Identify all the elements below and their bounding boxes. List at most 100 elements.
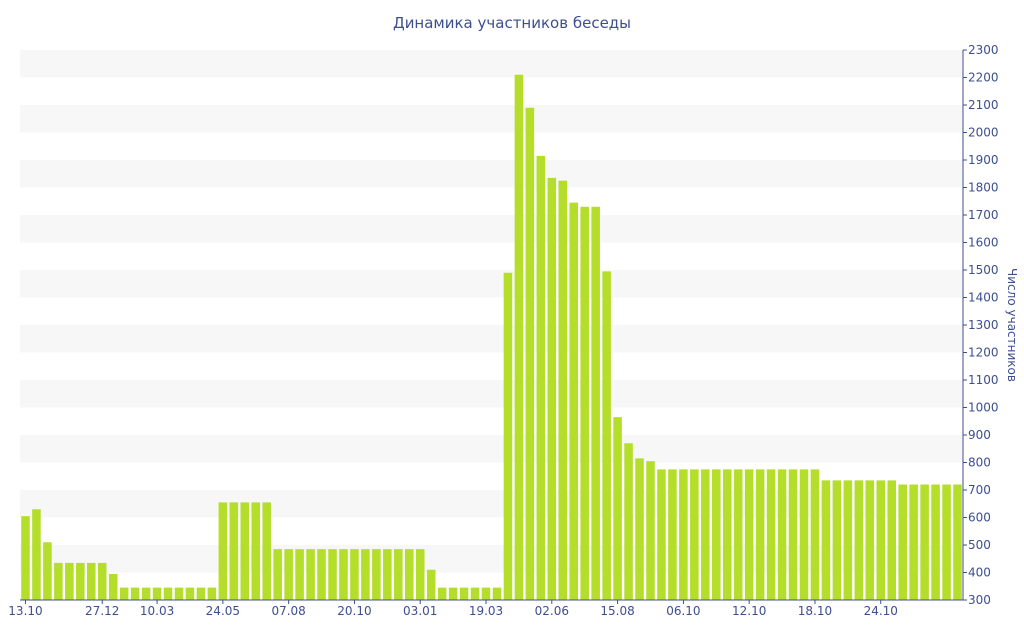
bar	[240, 502, 250, 601]
bar	[755, 469, 765, 601]
grid-band	[20, 270, 963, 298]
bar	[547, 177, 557, 601]
y-tick-label: 1500	[968, 263, 999, 277]
x-tick-label: 24.10	[864, 604, 898, 618]
grid-band	[20, 380, 963, 408]
bar	[372, 549, 381, 601]
bar	[108, 573, 118, 601]
y-tick-label: 900	[968, 428, 991, 442]
y-axis-title: Число участников	[1005, 268, 1019, 382]
bar	[87, 562, 96, 601]
bar	[415, 549, 425, 601]
x-tick-label: 20.10	[337, 604, 371, 618]
x-tick-label: 07.08	[271, 604, 305, 618]
x-tick-label: 13.10	[8, 604, 42, 618]
bar	[602, 271, 611, 601]
bar	[207, 587, 217, 601]
bar	[536, 155, 546, 601]
bar	[920, 484, 929, 600]
bar	[865, 480, 875, 601]
bar	[273, 549, 282, 601]
bar	[591, 206, 600, 600]
y-tick-label: 1600	[968, 236, 999, 250]
bar	[569, 202, 579, 601]
x-tick-label: 03.01	[403, 604, 437, 618]
bar	[766, 469, 776, 601]
bar	[580, 206, 589, 600]
bar	[328, 549, 337, 601]
grid-band	[20, 215, 963, 243]
bar	[174, 587, 184, 601]
bar	[141, 587, 151, 601]
x-tick-label: 02.06	[535, 604, 569, 618]
bar	[942, 484, 951, 600]
bar	[152, 587, 162, 601]
bar	[635, 458, 644, 601]
x-tick-label: 19.03	[469, 604, 503, 618]
bar	[284, 549, 293, 601]
bar	[21, 516, 30, 601]
bar	[876, 480, 886, 601]
bar	[832, 480, 842, 601]
y-tick-label: 600	[968, 511, 991, 525]
bar	[262, 502, 271, 601]
y-tick-label: 300	[968, 593, 991, 607]
grid-band	[20, 325, 963, 353]
bar	[646, 461, 655, 601]
bar	[470, 587, 480, 601]
bar	[404, 549, 414, 601]
y-tick-label: 1000	[968, 401, 999, 415]
x-tick-label: 24.05	[206, 604, 240, 618]
grid-band	[20, 105, 963, 133]
y-tick-label: 2000	[968, 126, 999, 140]
bar	[32, 509, 41, 600]
bar	[130, 587, 140, 601]
bar	[229, 502, 239, 601]
y-tick-label: 1400	[968, 291, 999, 305]
bar	[119, 587, 129, 601]
y-tick-label: 1100	[968, 373, 999, 387]
bar	[185, 587, 195, 601]
bar	[492, 587, 502, 601]
y-tick-label: 1200	[968, 346, 999, 360]
y-tick-label: 800	[968, 456, 991, 470]
bar	[394, 549, 403, 601]
bar	[350, 549, 359, 601]
chart-title: Динамика участников беседы	[393, 14, 631, 32]
bar	[65, 562, 74, 601]
bar	[525, 107, 535, 600]
x-axis-ticks: 13.10 27.12 10.03 24.05 07.08 20.10 03.01 19.03…	[8, 600, 898, 618]
x-tick-label: 12.10	[732, 604, 766, 618]
x-tick-label: 18.10	[798, 604, 832, 618]
bar	[426, 569, 436, 600]
bar	[624, 443, 633, 600]
bar	[97, 562, 107, 601]
bar	[306, 549, 315, 601]
bar	[163, 587, 173, 601]
x-tick-label: 15.08	[600, 604, 634, 618]
bar	[733, 469, 743, 601]
bar	[196, 587, 206, 601]
bar	[76, 562, 85, 601]
bar	[744, 469, 754, 601]
grid-band	[20, 545, 963, 573]
y-tick-label: 700	[968, 483, 991, 497]
bar	[503, 272, 513, 600]
y-tick-label: 2300	[968, 43, 999, 57]
bar	[558, 180, 568, 601]
bar	[898, 484, 907, 600]
y-tick-label: 1300	[968, 318, 999, 332]
bar	[657, 469, 666, 601]
bar	[668, 469, 677, 601]
x-tick-label: 10.03	[140, 604, 174, 618]
grid-band	[20, 435, 963, 463]
bar	[459, 587, 469, 601]
bar	[799, 469, 809, 601]
bar	[679, 469, 688, 601]
bar	[613, 417, 622, 601]
y-tick-label: 400	[968, 566, 991, 580]
bar	[481, 587, 491, 601]
bar	[514, 74, 524, 600]
bar	[887, 480, 896, 601]
